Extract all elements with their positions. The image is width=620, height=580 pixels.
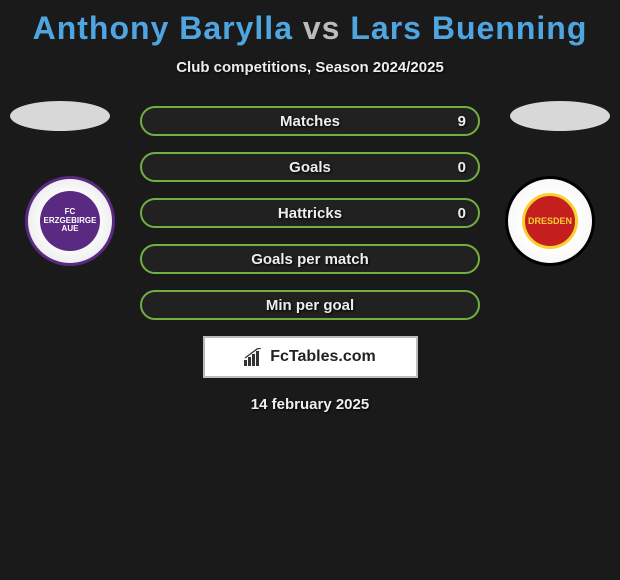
subtitle: Club competitions, Season 2024/2025 [0,59,620,76]
player2-silhouette [510,101,610,131]
stat-label: Goals [289,159,331,176]
vs-text: vs [303,10,341,46]
stat-goals-per-match: Goals per match [140,244,480,274]
stat-label: Min per goal [266,297,354,314]
stat-label: Hattricks [278,205,342,222]
brand-box[interactable]: FcTables.com [203,336,418,378]
player2-name: Lars Buenning [350,10,587,46]
stat-label: Goals per match [251,251,369,268]
stat-matches: Matches 9 [140,106,480,136]
player1-silhouette [10,101,110,131]
club-badge-right-text: DRESDEN [528,216,572,226]
brand-text: FcTables.com [270,348,376,366]
stat-min-per-goal: Min per goal [140,290,480,320]
club-badge-right: DRESDEN [505,176,595,266]
stat-hattricks: Hattricks 0 [140,198,480,228]
stat-value: 9 [458,113,466,130]
club-badge-left: FC ERZGEBIRGE AUE [25,176,115,266]
bar-chart-icon [244,348,264,366]
stat-goals: Goals 0 [140,152,480,182]
club-badge-right-inner: DRESDEN [522,193,578,249]
club-badge-left-inner: FC ERZGEBIRGE AUE [40,191,100,251]
comparison-content: FC ERZGEBIRGE AUE DRESDEN Matches 9 Goal… [0,106,620,413]
player1-name: Anthony Barylla [33,10,293,46]
page-title: Anthony Barylla vs Lars Buenning [0,0,620,47]
stat-label: Matches [280,113,340,130]
stat-value: 0 [458,159,466,176]
club-badge-left-text: FC ERZGEBIRGE AUE [40,208,100,234]
date-text: 14 february 2025 [0,396,620,413]
stat-value: 0 [458,205,466,222]
stats-list: Matches 9 Goals 0 Hattricks 0 Goals per … [140,106,480,320]
